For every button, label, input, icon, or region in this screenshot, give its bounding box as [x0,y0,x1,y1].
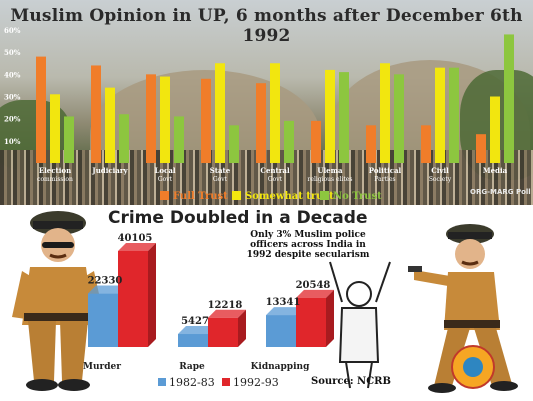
category-label: Govt [268,176,283,183]
poll-bar [201,78,211,163]
poll-bar [421,125,431,163]
category-label: Political [369,166,402,175]
poll-bar [449,67,459,163]
y-tick-label: 50% [4,48,21,57]
y-tick-label: 40% [4,70,21,79]
legend-label: Somewhat trust [245,191,334,202]
police-emblem-icon [451,345,495,389]
poll-bar [284,120,294,163]
poll-credit: ORG-MARG Poll [470,188,531,196]
policeman-cartoon-right [408,224,518,393]
poll-bar [339,72,349,163]
source-label: Source: NCRB [311,376,391,387]
poll-bar [64,116,74,163]
poll-bar [366,125,376,163]
legend-swatch [160,191,169,200]
category-label: Judiciary [91,166,128,175]
category-label: Election [39,166,71,175]
poll-bar [490,96,500,163]
category-label: State [210,166,231,175]
poll-bar [325,69,335,163]
category-label: religious elites [308,176,353,183]
category-label: Local [154,166,175,175]
poll-bar [50,94,60,163]
poll-bar [215,63,225,163]
category-label: Central [260,166,290,175]
legend-label: No Trust [333,191,382,202]
y-tick-label: 60% [4,26,21,35]
poll-bar [119,114,129,163]
category-label: Society [429,176,452,183]
poll-bar [476,134,486,163]
category-label: Media [483,166,508,175]
crime-chart-title: Crime Doubled in a Decade [108,208,368,228]
category-label: Govt [213,176,228,183]
poll-bar [394,74,404,163]
legend-swatch [232,191,241,200]
poll-bar [311,120,321,163]
category-label: Govt [158,176,173,183]
surrendering-man-sketch [329,261,391,389]
y-tick-label: 10% [4,137,21,146]
poll-bar [504,34,514,163]
poll-bar [270,63,280,163]
legend-swatch [320,191,329,200]
poll-bar [174,116,184,163]
poll-bar [146,74,156,163]
category-label: Parties [374,176,395,183]
poll-bar [229,125,239,163]
category-label: Civil [431,166,449,175]
poll-bar [91,65,101,163]
poll-bar [256,83,266,163]
poll-bar [105,87,115,163]
poll-bar [160,76,170,163]
y-tick-label: 30% [4,93,21,102]
legend-label: Full Trust [173,191,228,202]
chart-title: Muslim Opinion in UP, 6 months after Dec… [10,6,523,46]
category-label: commission [37,176,73,183]
poll-bar [36,56,46,163]
poll-bar [435,67,445,163]
poll-bar [380,63,390,163]
police-note: Only 3% Muslim police officers across In… [246,230,370,260]
y-tick-label: 20% [4,115,21,124]
policeman-cartoon-left [12,211,104,391]
category-label: Ulema [317,166,343,175]
